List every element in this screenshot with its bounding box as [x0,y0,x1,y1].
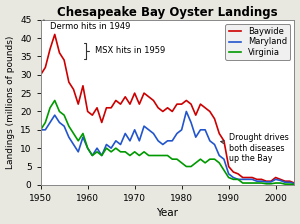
Baywide [53,33,56,36]
Virginia [105,147,108,149]
Baywide [72,88,75,91]
Virginia [269,182,273,185]
Text: Drought drives
both diseases
up the Bay: Drought drives both diseases up the Bay [221,134,288,163]
X-axis label: Year: Year [157,209,178,218]
Maryland [269,181,273,183]
Maryland [288,181,292,184]
Maryland [292,182,296,185]
Text: MSX hits in 1959: MSX hits in 1959 [84,43,165,59]
Baywide [288,180,292,183]
Title: Chesapeake Bay Oyster Landings: Chesapeake Bay Oyster Landings [57,6,278,19]
Text: Dermo hits in 1949: Dermo hits in 1949 [44,20,130,30]
Virginia [288,183,292,185]
Virginia [91,154,94,157]
Virginia [72,132,75,135]
Baywide [91,114,94,116]
Y-axis label: Landings (millions of pounds): Landings (millions of pounds) [6,36,15,169]
Legend: Baywide, Maryland, Virginia: Baywide, Maryland, Virginia [225,24,290,60]
Baywide [105,106,108,109]
Virginia [39,129,42,131]
Baywide [292,182,296,184]
Line: Baywide: Baywide [40,34,294,183]
Line: Virginia: Virginia [40,100,294,185]
Virginia [292,183,296,186]
Maryland [133,129,136,131]
Maryland [86,147,89,149]
Maryland [67,136,70,138]
Baywide [137,103,141,106]
Virginia [137,154,141,157]
Maryland [39,129,42,131]
Baywide [39,73,42,76]
Line: Maryland: Maryland [40,112,294,184]
Maryland [100,154,103,157]
Maryland [184,110,188,113]
Virginia [53,99,56,102]
Baywide [269,180,273,183]
